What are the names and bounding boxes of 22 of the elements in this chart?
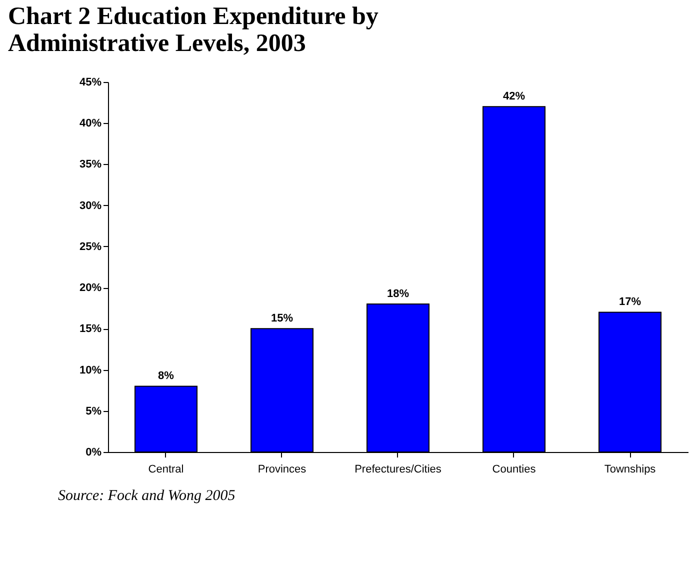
data-label: 18% bbox=[386, 288, 410, 300]
data-label: 8% bbox=[158, 370, 174, 382]
x-tick-label: Provinces bbox=[258, 464, 307, 476]
y-tick-label: 15% bbox=[79, 323, 102, 336]
y-tick-label: 10% bbox=[79, 364, 102, 376]
y-tick-label: 0% bbox=[86, 446, 102, 458]
chart-title: Chart 2 Education Expenditure by Administrative Levels, 2003 bbox=[8, 3, 379, 57]
y-tick-label: 45% bbox=[79, 76, 102, 88]
y-tick-label: 30% bbox=[79, 200, 102, 212]
x-tick-label: Townships bbox=[604, 464, 656, 476]
y-tick-label: 20% bbox=[79, 282, 102, 294]
x-tick-label: Central bbox=[148, 464, 184, 476]
y-tick-label: 40% bbox=[79, 118, 102, 130]
source-note: Source: Fock and Wong 2005 bbox=[58, 488, 236, 504]
data-label: 15% bbox=[270, 312, 294, 325]
data-label: 17% bbox=[618, 296, 642, 308]
x-tick-label: Prefectures/Cities bbox=[354, 464, 442, 476]
data-label: 42% bbox=[502, 90, 526, 103]
x-tick-label: Counties bbox=[492, 464, 536, 476]
y-tick-label: 35% bbox=[79, 158, 102, 171]
y-tick-label: 5% bbox=[86, 405, 102, 418]
y-tick-label: 25% bbox=[79, 240, 102, 253]
